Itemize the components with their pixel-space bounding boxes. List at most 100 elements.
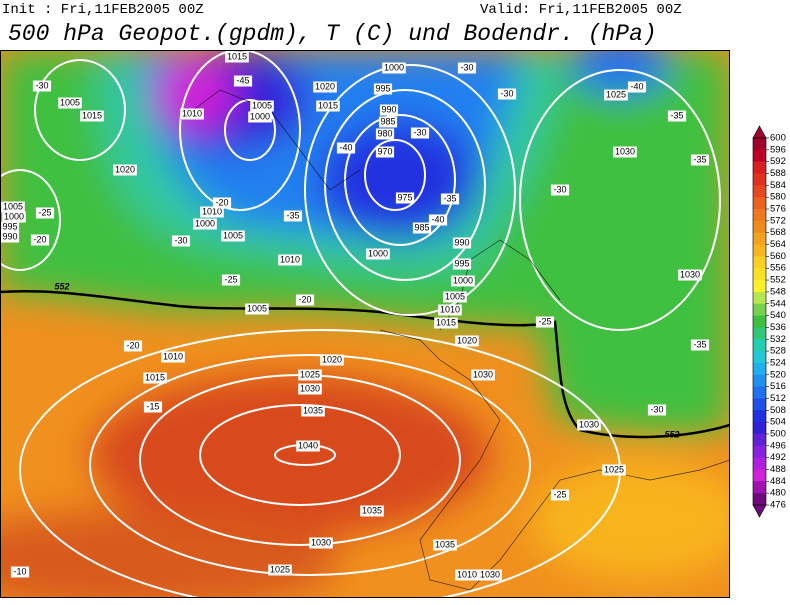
isobar-label-box: [577, 419, 601, 431]
isobar-label-box: [604, 89, 628, 101]
colorbar-label: 484: [770, 476, 786, 487]
colorbar-bin: [753, 327, 766, 340]
colorbar-bin: [753, 362, 766, 376]
isobar-label: 980: [377, 128, 392, 138]
temperature-label: -10: [13, 566, 26, 576]
isobar-label: 1020: [115, 164, 135, 174]
colorbar-label: 572: [770, 215, 786, 226]
temperature-field: [0, 50, 730, 598]
isobar-label: 1000: [384, 62, 404, 72]
colorbar-label: 552: [770, 275, 786, 286]
colorbar-bin: [753, 197, 766, 210]
temperature-label-box: [690, 154, 710, 166]
isobar-label-box: [455, 335, 479, 347]
temperature-label-box: [627, 81, 647, 93]
isobar-label-box: [678, 269, 702, 281]
colorbar-bin: [753, 374, 766, 388]
colorbar-bin: [753, 410, 766, 423]
isobar-label: 1030: [480, 569, 500, 579]
isobar-label-box: [143, 372, 167, 384]
isobar-label: 1025: [604, 464, 624, 474]
isobar-label-box: [250, 100, 274, 112]
isobar-label-box: [613, 146, 637, 158]
isobar-label: 1030: [311, 537, 331, 547]
temperature-label: -35: [670, 110, 683, 120]
colorbar-arrow-top: [752, 125, 767, 139]
contour-552-label: 552: [54, 281, 69, 291]
colorbar-bin: [753, 351, 766, 364]
isobar-label: 995: [454, 258, 469, 268]
isobar-label-box: [395, 192, 415, 204]
colorbar-label: 500: [770, 428, 786, 439]
valid-time: Valid: Fri,11FEB2005 00Z: [480, 2, 682, 18]
temperature-label: -30: [413, 127, 426, 137]
contour-552-label: 552: [664, 429, 679, 439]
isobar-label: 1010: [182, 108, 202, 118]
colorbar-label: 544: [770, 298, 786, 309]
isobar-label: 1025: [300, 369, 320, 379]
isobar-label-box: [58, 97, 82, 109]
colorbar-bin: [753, 315, 766, 328]
isobar-label: 1010: [457, 569, 477, 579]
temperature-label-box: [233, 75, 253, 87]
temperature-label: -35: [443, 193, 456, 203]
temperature-label-box: [123, 340, 143, 352]
colorbar-bin: [753, 244, 766, 257]
temperature-label: -40: [630, 81, 643, 91]
colorbar-frame: [752, 137, 767, 506]
isobar-label-box: [225, 51, 249, 63]
isobar-label-box: [193, 218, 217, 230]
isobar-label-box: [316, 100, 340, 112]
isobar-label: 1000: [453, 275, 473, 285]
colorbar-label: 536: [770, 322, 786, 333]
isobar-label-box: [478, 569, 502, 581]
isobar-label: 1010: [440, 304, 460, 314]
isobar-label: 1010: [280, 254, 300, 264]
isobar-label-box: [296, 440, 320, 452]
isobar-label-box: [268, 564, 292, 576]
colorbar-bin: [753, 493, 766, 506]
map-area: 1005101510201010100510001015102010151000…: [0, 50, 730, 598]
temperature-label-box: [428, 214, 448, 226]
map-frame: [0, 50, 730, 598]
isobar-label-box: [455, 569, 479, 581]
colorbar-label: 548: [770, 286, 786, 297]
isobar-label-box: [379, 104, 399, 116]
temperature-label-box: [440, 193, 460, 205]
isobar-label-box: [366, 248, 390, 260]
colorbar-label: 568: [770, 227, 786, 238]
temperature-label: -30: [174, 235, 187, 245]
isobar-label-box: [298, 383, 322, 395]
colorbar-label: 480: [770, 488, 786, 499]
isobar-label: 1005: [252, 100, 272, 110]
colorbar-label: 560: [770, 251, 786, 262]
colorbar-bin: [753, 339, 766, 352]
isobar-label: 970: [377, 146, 392, 156]
colorbar-label: 524: [770, 357, 786, 368]
isobar-label-box: [2, 211, 26, 223]
isobar-label-box: [309, 537, 333, 549]
isobar-label: 1035: [303, 405, 323, 415]
temperature-label-box: [212, 197, 232, 209]
colorbar-bin: [753, 173, 766, 186]
isobar-label-box: [320, 354, 344, 366]
isobar-label: 1020: [322, 354, 342, 364]
isobar-label: 985: [414, 222, 429, 232]
isobar-label-box: [375, 146, 395, 158]
temperature-label-box: [283, 210, 303, 222]
isobar-label-box: [375, 128, 395, 140]
temperature-label: -30: [650, 404, 663, 414]
colorbar-label: 532: [770, 334, 786, 345]
isobar-label-box: [471, 369, 495, 381]
temperature-label: -25: [224, 274, 237, 284]
colorbar-label: 592: [770, 156, 786, 167]
isobar-label-box: [452, 237, 472, 249]
temperature-label-box: [143, 401, 163, 413]
colorbar-label: 476: [770, 500, 786, 511]
colorbar-bin: [753, 445, 766, 459]
temperature-label: -35: [693, 339, 706, 349]
isobar-label-box: [313, 81, 337, 93]
temperature-label-box: [35, 207, 55, 219]
isobar-label-box: [434, 317, 458, 329]
